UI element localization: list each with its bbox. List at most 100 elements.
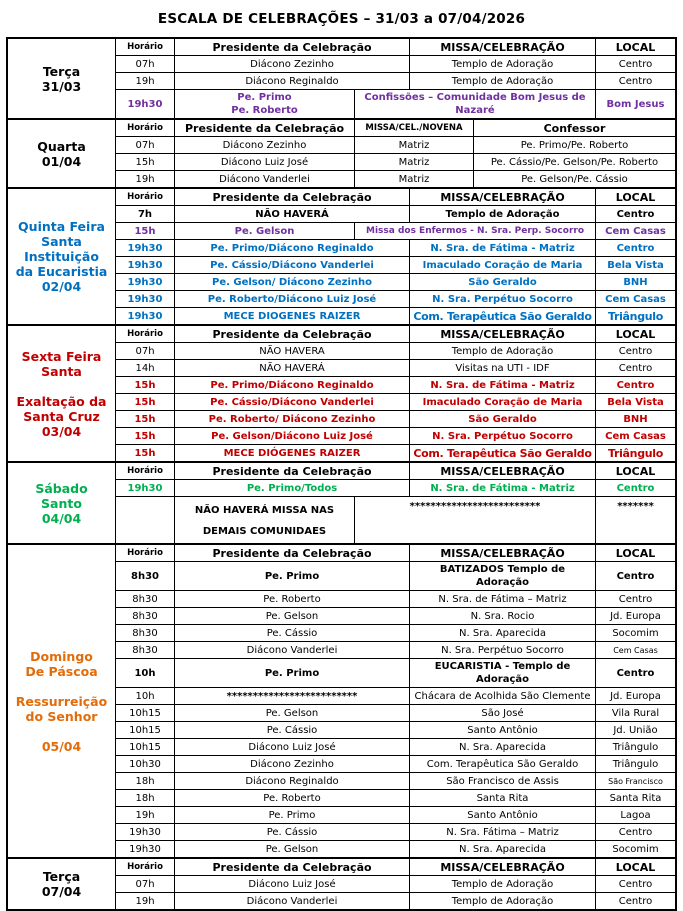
cell-local: Santa Rita — [609, 792, 662, 804]
cell-horario: 15h — [116, 428, 175, 444]
cell-presidente: Pe. Gelson — [175, 705, 410, 721]
cell-missa: N. Sra. de Fátima - Matriz — [410, 377, 596, 393]
header-presidente: Presidente da Celebração — [175, 120, 355, 136]
cell-horario: 19h30 — [116, 841, 175, 857]
cell-presidente: Pe. Primo — [175, 807, 410, 823]
header-presidente: Presidente da Celebração — [175, 189, 410, 205]
cell-presidente: Diácono Vanderlei — [175, 893, 410, 909]
cell-local: Centro — [616, 667, 655, 679]
header-local: Confessor — [543, 121, 606, 135]
cell-presidente: NÃO HAVERÁ — [175, 206, 410, 222]
schedule-row: 19h Pe. Primo Santo Antônio Lagoa — [116, 807, 675, 824]
header-presidente: Presidente da Celebração — [175, 326, 410, 342]
cell-presidente: Pe. Primo/Diácono Reginaldo — [175, 377, 410, 393]
cell-presidente: Diácono Zezinho — [175, 56, 410, 72]
cell-presidente: Diácono Zezinho — [175, 137, 355, 153]
day-section: Sexta Feira Santa Exaltação da Santa Cru… — [8, 326, 675, 463]
cell-local: Centro — [616, 208, 655, 220]
cell-missa: Confissões – Comunidade Bom Jesus de Naz… — [355, 90, 596, 118]
cell-missa: Imaculado Coração de Maria — [410, 257, 596, 273]
cell-missa: N. Sra. Fátima – Matriz — [410, 824, 596, 840]
schedule-row: 07h Diácono Zezinho Matriz Pe. Primo/Pe. Ro… — [116, 137, 675, 154]
cell-local: Centro — [618, 895, 653, 907]
cell-horario: 10h15 — [116, 722, 175, 738]
cell-presidente: Pe. Gelson/Diácono Luiz José — [175, 428, 410, 444]
cell-local: Jd. Europa — [610, 610, 661, 622]
cell-horario: 10h15 — [116, 705, 175, 721]
cell-horario — [116, 497, 175, 543]
header-horario: Horário — [116, 189, 175, 205]
day-label: Quarta 01/04 — [8, 120, 116, 187]
header-local: LOCAL — [615, 464, 656, 478]
day-section: Quarta 01/04 Horário Presidente da Celebra… — [8, 120, 675, 189]
day-label: Sábado Santo 04/04 — [8, 463, 116, 543]
cell-horario: 19h — [116, 171, 175, 187]
schedule-row: 10h30 Diácono Zezinho Com. Terapêutica São… — [116, 756, 675, 773]
day-section: Domingo De Páscoa Ressurreição do Senhor… — [8, 545, 675, 859]
cell-local: ******* — [617, 501, 654, 512]
cell-missa: Com. Terapêutica São Geraldo — [410, 308, 596, 324]
header-row: Horário Presidente da Celebração MISSA/CEL… — [116, 120, 675, 137]
cell-missa: EUCARISTIA - Templo de Adoração — [410, 659, 596, 687]
header-missa: MISSA/CELEBRAÇÃO — [410, 859, 596, 875]
cell-horario: 19h30 — [116, 240, 175, 256]
cell-horario: 8h30 — [116, 625, 175, 641]
cell-horario: 07h — [116, 343, 175, 359]
cell-missa: Visitas na UTI - IDF — [410, 360, 596, 376]
cell-horario: 15h — [116, 445, 175, 461]
cell-missa: São José — [410, 705, 596, 721]
cell-missa: N. Sra. de Fátima - Matriz — [410, 480, 596, 496]
cell-local: Pe. Cássio/Pe. Gelson/Pe. Roberto — [490, 156, 659, 168]
cell-local: BNH — [623, 276, 648, 288]
cell-missa: Santo Antônio — [410, 807, 596, 823]
cell-missa: N. Sra. Perpétuo Socorro — [410, 428, 596, 444]
schedule-row: 14h NÃO HAVERÁ Visitas na UTI - IDF Centro — [116, 360, 675, 377]
cell-presidente: Diácono Reginaldo — [175, 73, 410, 89]
header-local: LOCAL — [615, 546, 656, 560]
cell-horario: 10h30 — [116, 756, 175, 772]
cell-missa: Matriz — [355, 137, 474, 153]
cell-missa: Templo de Adoração — [410, 876, 596, 892]
cell-horario: 18h — [116, 790, 175, 806]
schedule-row: 07h NÃO HAVERA Templo de Adoração Centro — [116, 343, 675, 360]
cell-horario: 10h — [116, 659, 175, 687]
schedule-row: 07h Diácono Luiz José Templo de Adoração Ce… — [116, 876, 675, 893]
cell-horario: 15h — [116, 223, 175, 239]
cell-presidente: Pe. Roberto/ Diácono Zezinho — [175, 411, 410, 427]
cell-missa: N. Sra. Aparecida — [410, 625, 596, 641]
cell-local: Jd. União — [613, 724, 658, 736]
schedule-row: 10h15 Diácono Luiz José N. Sra. Aparecida T… — [116, 739, 675, 756]
cell-local: Socomim — [612, 843, 659, 855]
cell-local: Triângulo — [612, 741, 659, 753]
cell-horario: 19h — [116, 807, 175, 823]
schedule-row: 10h Pe. Primo EUCARISTIA - Templo de Adora… — [116, 659, 675, 688]
cell-presidente: Pe. Primo/Todos — [175, 480, 410, 496]
cell-horario: 18h — [116, 773, 175, 789]
section-rows: Horário Presidente da Celebração MISSA/CEL… — [116, 859, 675, 909]
header-presidente: Presidente da Celebração — [175, 859, 410, 875]
section-rows: Horário Presidente da Celebração MISSA/CEL… — [116, 39, 675, 118]
cell-horario: 15h — [116, 411, 175, 427]
cell-local: Vila Rural — [611, 707, 660, 719]
cell-presidente: Pe. Roberto — [175, 790, 410, 806]
cell-presidente: Pe. Gelson — [175, 223, 355, 239]
header-horario: Horário — [116, 545, 175, 561]
cell-horario: 19h — [116, 893, 175, 909]
cell-missa: São Geraldo — [410, 411, 596, 427]
header-horario: Horário — [116, 463, 175, 479]
cell-local: Cem Casas — [613, 645, 658, 655]
day-label: Quinta Feira Santa Instituição da Eucari… — [8, 189, 116, 324]
schedule-row: 15h Pe. Roberto/ Diácono Zezinho São Geral… — [116, 411, 675, 428]
header-missa: MISSA/CELEBRAÇÃO — [410, 545, 596, 561]
cell-horario: 19h30 — [116, 308, 175, 324]
cell-missa: Templo de Adoração — [410, 73, 596, 89]
cell-local: Centro — [616, 570, 655, 582]
day-label: Sexta Feira Santa Exaltação da Santa Cru… — [8, 326, 116, 461]
schedule-row: 8h30 Pe. Cássio N. Sra. Aparecida Socomim — [116, 625, 675, 642]
cell-missa: N. Sra. Aparecida — [410, 739, 596, 755]
cell-missa: N. Sra. Rocio — [410, 608, 596, 624]
cell-local: Triângulo — [607, 446, 664, 460]
cell-presidente: Diácono Luiz José — [175, 876, 410, 892]
cell-local: Triângulo — [607, 309, 664, 323]
day-section: Terça 31/03 Horário Presidente da Celebraç… — [8, 39, 675, 120]
